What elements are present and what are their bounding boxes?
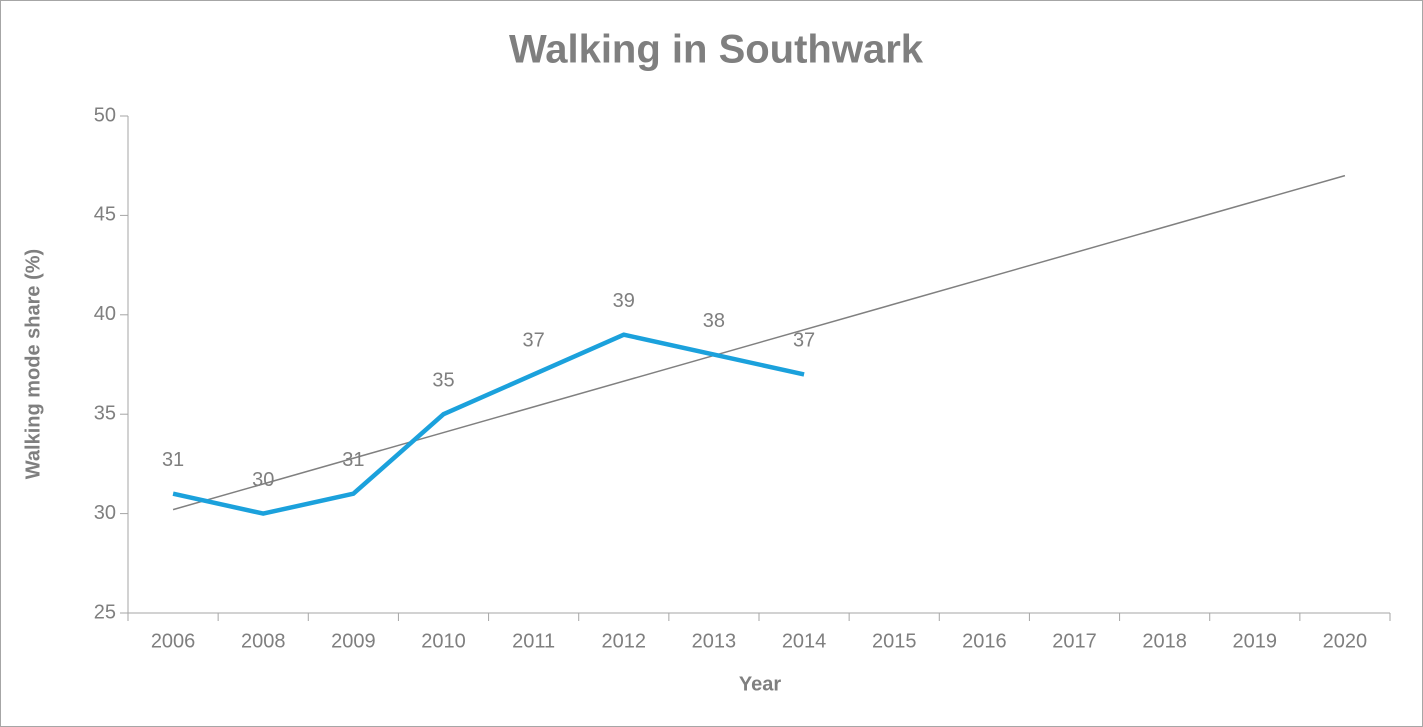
y-tick-label: 40 [94,303,116,325]
chart-title: Walking in Southwark [509,28,924,72]
x-axis-title: Year [739,673,781,695]
x-tick-label: 2015 [872,630,917,652]
x-tick-label: 2008 [241,630,286,652]
x-tick-label: 2010 [421,630,466,652]
data-label: 37 [793,330,815,352]
data-line [172,332,805,516]
y-tick-label: 35 [94,402,116,424]
x-tick-label: 2018 [1142,630,1187,652]
y-tick-label: 30 [94,502,116,524]
data-label: 37 [523,330,545,352]
x-tick-label: 2012 [602,630,647,652]
trendline [172,174,1346,511]
data-label: 30 [252,469,274,491]
x-tick-label: 2006 [151,630,196,652]
data-label: 31 [342,449,364,471]
x-tick-label: 2017 [1052,630,1097,652]
y-tick-label: 45 [94,204,116,226]
data-label: 35 [432,369,454,391]
y-axis-title: Walking mode share (%) [22,249,44,479]
x-tick-label: 2019 [1233,630,1278,652]
y-tick-label: 25 [94,601,116,623]
x-tick-label: 2011 [512,630,555,652]
data-label: 31 [162,449,184,471]
y-tick-label: 50 [94,104,116,126]
data-label: 39 [613,290,635,312]
x-tick-label: 2016 [962,630,1007,652]
x-tick-label: 2020 [1323,630,1368,652]
x-tick-label: 2009 [331,630,376,652]
x-tick-label: 2014 [782,630,827,652]
data-label: 38 [703,310,725,332]
x-tick-label: 2013 [692,630,737,652]
